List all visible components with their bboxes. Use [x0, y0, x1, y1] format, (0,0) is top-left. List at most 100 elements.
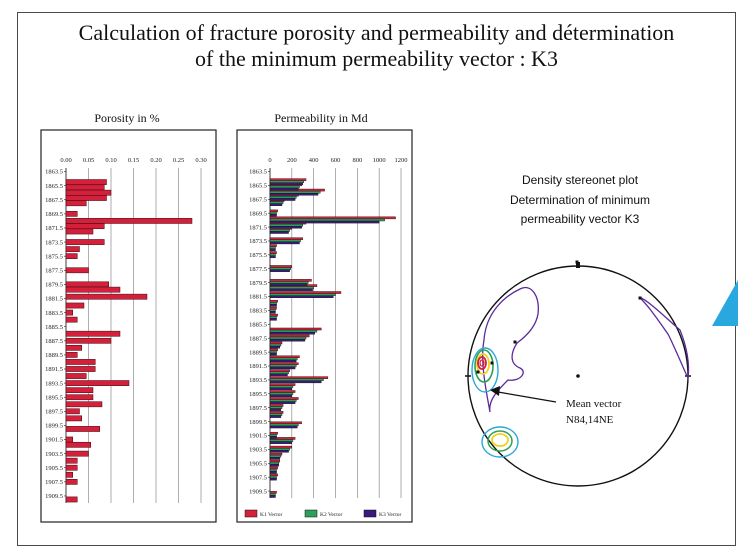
- porosity-bar: [65, 441, 91, 448]
- permeability-bar: [269, 306, 277, 310]
- permeability-y-tick-label: 1869.5: [249, 210, 267, 217]
- permeability-bar: [269, 408, 282, 411]
- porosity-bar: [65, 184, 105, 191]
- porosity-y-tick-label: 1893.5: [45, 380, 63, 387]
- permeability-bar: [269, 495, 276, 498]
- permeability-bar: [269, 401, 296, 404]
- permeability-bar: [269, 466, 278, 470]
- porosity-bar: [65, 380, 130, 386]
- permeability-y-tick-label: 1897.5: [249, 405, 267, 412]
- permeability-bar: [269, 461, 279, 465]
- porosity-bar: [65, 373, 87, 379]
- permeability-bar: [269, 226, 302, 229]
- blue-arrow-shape: [712, 280, 738, 326]
- porosity-bar: [65, 471, 73, 478]
- porosity-y-tick-label: 1871.5: [45, 225, 63, 232]
- permeability-bar: [269, 413, 283, 416]
- permeability-bar: [269, 376, 329, 379]
- porosity-y-tick-label: 1897.5: [45, 409, 63, 416]
- permeability-bar: [269, 452, 283, 456]
- permeability-bar: [269, 201, 284, 204]
- permeability-bar: [269, 362, 299, 366]
- permeability-bar: [269, 439, 294, 442]
- permeability-bar: [269, 343, 282, 347]
- permeability-bar: [269, 288, 313, 292]
- porosity-y-tick-label: 1903.5: [45, 451, 63, 458]
- stereonet-title-line1: Density stereonet plot: [521, 173, 639, 187]
- permeability-bar: [269, 477, 277, 481]
- permeability-bar: [269, 459, 281, 463]
- porosity-y-tick-label: 1881.5: [45, 296, 63, 303]
- permeability-y-tick-label: 1903.5: [249, 447, 267, 454]
- porosity-x-tick-label: 0.25: [173, 157, 184, 164]
- permeability-bar: [269, 336, 307, 340]
- porosity-bar: [65, 302, 85, 309]
- permeability-bar: [269, 318, 277, 321]
- stereonet-pole-marker: [513, 340, 517, 344]
- permeability-bar: [269, 434, 277, 437]
- porosity-bar: [65, 464, 78, 471]
- porosity-y-tick-label: 1877.5: [45, 267, 63, 274]
- permeability-bar: [269, 394, 293, 397]
- porosity-bar: [65, 281, 109, 288]
- permeability-y-tick-label: 1877.5: [249, 266, 267, 273]
- permeability-y-tick-label: 1901.5: [249, 433, 267, 440]
- permeability-legend-swatch: [304, 509, 318, 518]
- permeability-bar: [269, 369, 290, 372]
- permeability-bar: [269, 329, 318, 333]
- permeability-bar: [269, 309, 276, 312]
- permeability-bar: [269, 355, 300, 359]
- porosity-y-tick-label: 1867.5: [45, 197, 63, 204]
- porosity-y-tick-label: 1901.5: [45, 437, 63, 444]
- porosity-bar: [65, 387, 94, 394]
- permeability-y-tick-label: 1871.5: [249, 224, 267, 231]
- porosity-bar: [65, 426, 100, 432]
- permeability-bar: [269, 380, 322, 384]
- porosity-bar: [65, 200, 87, 207]
- porosity-bar: [65, 195, 107, 201]
- permeability-bar: [269, 341, 283, 345]
- permeability-legend-label: K1 Vector: [260, 512, 283, 518]
- permeability-y-tick-label: 1867.5: [249, 196, 267, 203]
- porosity-bar: [65, 337, 112, 344]
- permeability-bar: [269, 198, 296, 201]
- stereonet-contour-red: [477, 356, 487, 370]
- permeability-bar: [269, 239, 301, 243]
- porosity-x-tick-label: 0.10: [105, 157, 116, 164]
- porosity-y-tick-label: 1879.5: [45, 282, 63, 289]
- porosity-x-tick-label: 0.15: [128, 157, 139, 164]
- permeability-bar: [269, 387, 293, 391]
- permeability-bar: [269, 473, 278, 477]
- permeability-bar: [269, 338, 306, 342]
- permeability-y-tick-label: 1905.5: [249, 460, 267, 467]
- permeability-bar: [269, 302, 277, 305]
- permeability-bar: [269, 357, 298, 361]
- porosity-bar: [65, 239, 105, 245]
- permeability-legend-label: K3 Vector: [379, 512, 402, 518]
- porosity-y-tick-label: 1895.5: [45, 394, 63, 401]
- porosity-bar: [65, 394, 94, 401]
- permeability-bar: [269, 182, 303, 186]
- permeability-bar: [269, 327, 322, 331]
- porosity-bar: [65, 228, 94, 235]
- permeability-bar: [269, 251, 277, 254]
- porosity-bar: [65, 210, 78, 217]
- porosity-bar: [65, 408, 80, 415]
- porosity-bar: [65, 253, 78, 260]
- permeability-bar: [269, 436, 277, 439]
- stereonet-contour-green-lower: [487, 430, 513, 452]
- stereonet-north-tick: [576, 262, 580, 268]
- permeability-y-tick-label: 1881.5: [249, 294, 267, 301]
- porosity-x-tick-label: 0.30: [195, 157, 206, 164]
- porosity-y-tick-label: 1883.5: [45, 310, 63, 317]
- permeability-bar: [269, 315, 277, 319]
- porosity-x-tick-label: 0.05: [83, 157, 94, 164]
- permeability-bar: [269, 334, 310, 338]
- permeability-bar: [269, 390, 296, 393]
- stereonet-contour-red-inner: [479, 359, 485, 367]
- permeability-y-tick-label: 1887.5: [249, 335, 267, 342]
- permeability-bar: [269, 385, 294, 388]
- permeability-bar: [269, 491, 277, 494]
- porosity-bar: [65, 218, 193, 224]
